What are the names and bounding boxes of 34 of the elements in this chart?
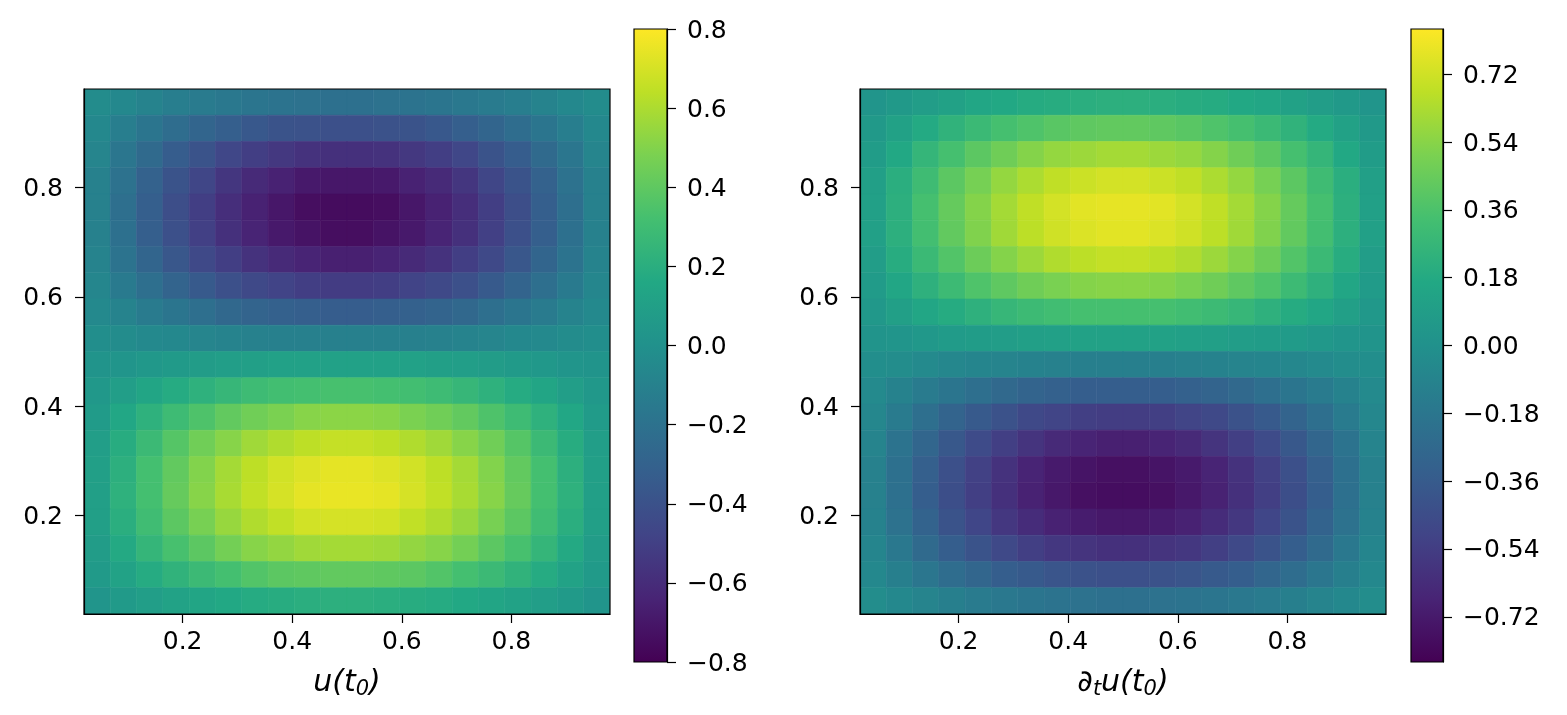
color-bar-label: 0.72 — [1463, 59, 1519, 89]
y-tick-label: 0.2 — [23, 501, 63, 531]
x-tick-label: 0.2 — [162, 626, 203, 655]
color-bar-label: 0.4 — [687, 172, 727, 202]
y-tick-label: 0.8 — [23, 172, 63, 202]
x-tick-label: 0.6 — [1157, 626, 1198, 655]
color-bar-label: −0.54 — [1463, 534, 1540, 564]
color-bar-label: 0.2 — [687, 251, 727, 281]
y-tick-label: 0.2 — [799, 501, 839, 531]
color-bar-label: 0.00 — [1463, 331, 1519, 360]
color-bar-label: −0.36 — [1463, 466, 1540, 496]
color-bar-label: −0.6 — [687, 568, 748, 598]
y-tick-label: 0.6 — [799, 282, 839, 312]
x-tick-label: 0.6 — [381, 626, 422, 655]
color-bar-label: 0.54 — [1463, 127, 1519, 157]
color-bar-label: −0.8 — [687, 647, 748, 677]
y-tick-label: 0.4 — [23, 391, 63, 421]
x-tick-label: 0.8 — [491, 626, 532, 655]
x-tick-label: 0.8 — [1267, 626, 1308, 655]
color-bar-label: −0.4 — [687, 489, 748, 519]
color-bar-label: 0.18 — [1463, 263, 1519, 293]
color-bar-label: 0.8 — [687, 14, 727, 44]
x-tick-label: 0.4 — [272, 626, 313, 655]
y-tick-label: 0.6 — [23, 282, 63, 312]
color-bar-label: 0.6 — [687, 93, 727, 123]
color-bar-label: −0.18 — [1463, 398, 1540, 428]
color-bar-label: −0.72 — [1463, 602, 1540, 632]
x-tick-label: 0.2 — [938, 626, 979, 655]
y-tick-label: 0.4 — [799, 391, 839, 421]
y-tick-label: 0.8 — [799, 172, 839, 202]
color-bar-label: 0.0 — [687, 331, 727, 360]
color-bar-label: −0.2 — [687, 410, 748, 440]
color-bar-label: 0.36 — [1463, 195, 1519, 225]
x-tick-label: 0.4 — [1048, 626, 1089, 655]
